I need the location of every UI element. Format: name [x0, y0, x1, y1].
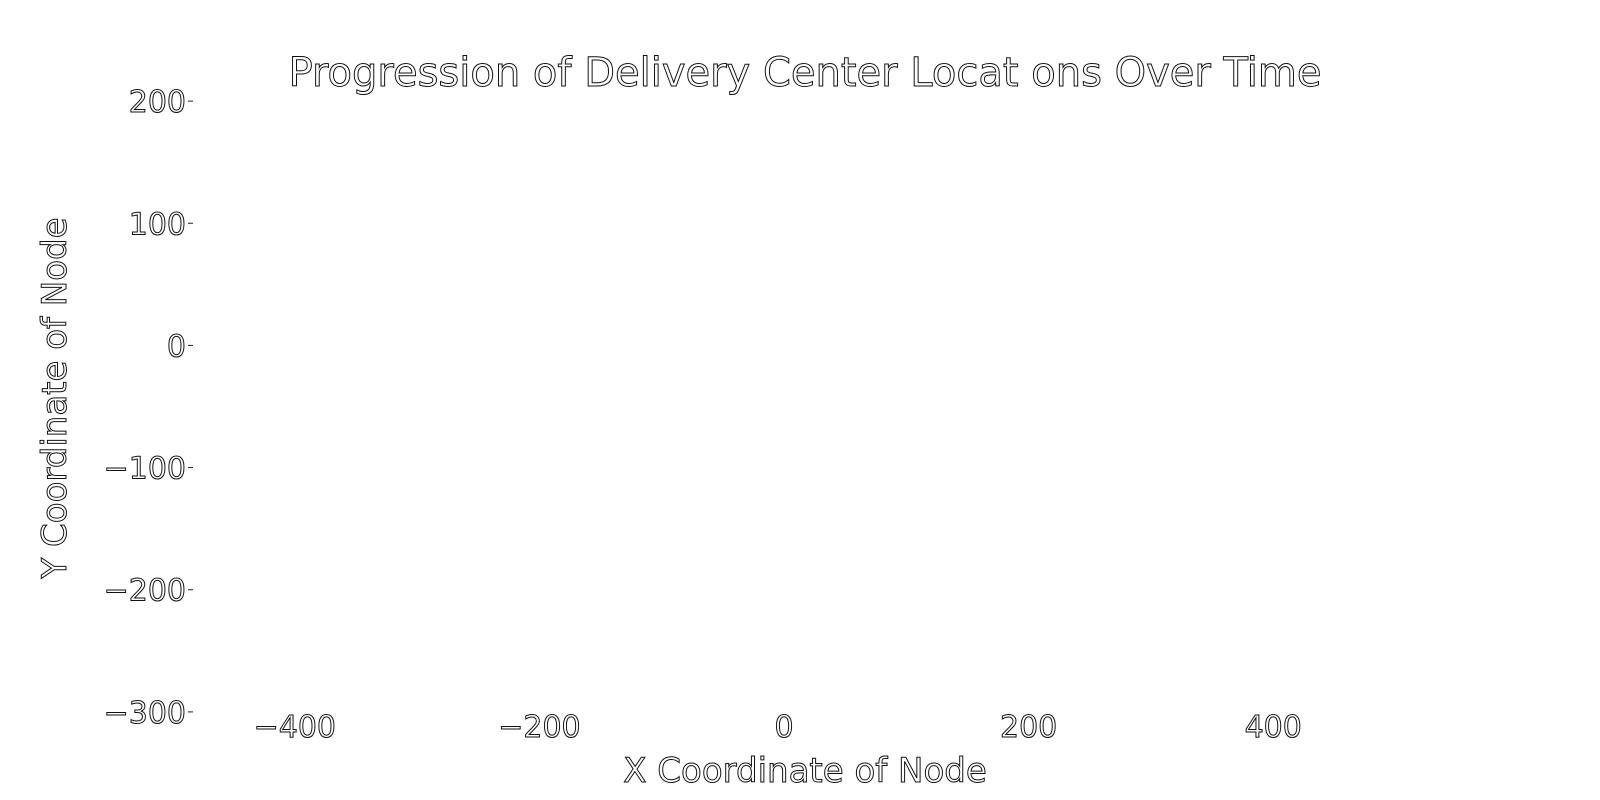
y-tick-label: −300: [104, 696, 186, 731]
y-tick-label: −200: [104, 574, 186, 609]
x-tick-label: −200: [498, 710, 580, 745]
y-tick-label: −100: [104, 452, 186, 487]
x-tick-label: 200: [1000, 710, 1057, 745]
x-axis-label: X Coordinate of Node: [623, 751, 987, 791]
y-axis-label: Y Coordinate of Node: [35, 217, 75, 579]
y-axis-ticks: 200 100 0 −100 −200 −300: [103, 85, 193, 731]
y-tick-label: 100: [129, 207, 186, 242]
x-axis-ticks: −400 −200 0 200 400: [253, 710, 1302, 746]
x-tick-label: 0: [774, 710, 793, 745]
chart-title: Progression of Delivery Center Locat ons…: [289, 50, 1322, 96]
x-tick-label: −400: [254, 710, 336, 745]
y-tick-label: 200: [129, 85, 186, 120]
x-tick-label: 400: [1245, 710, 1302, 745]
y-tick-label: 0: [167, 329, 186, 364]
